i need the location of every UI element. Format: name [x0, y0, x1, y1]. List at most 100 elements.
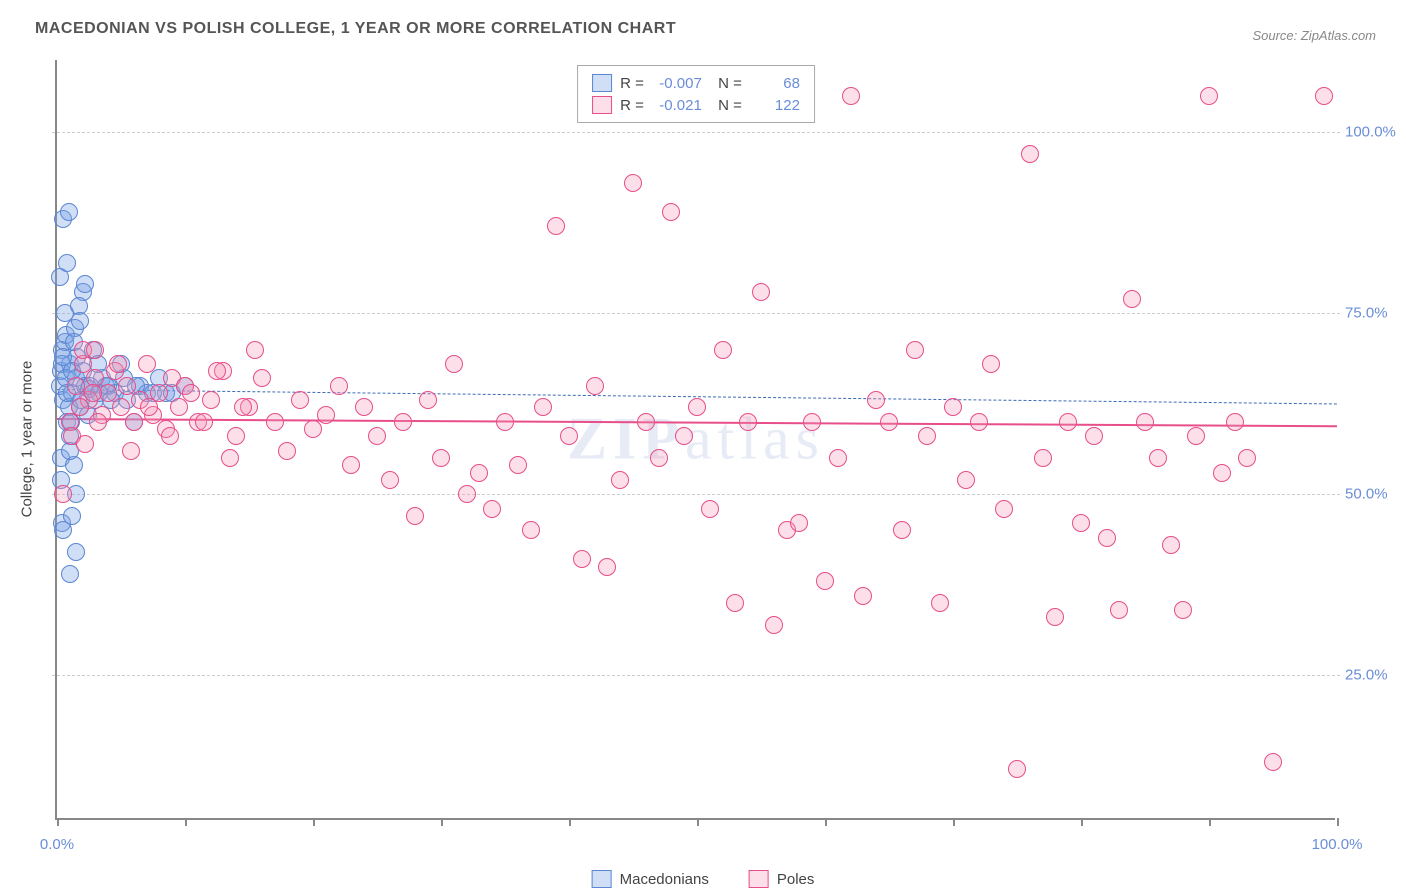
data-point: [161, 427, 179, 445]
data-point: [650, 449, 668, 467]
data-point: [368, 427, 386, 445]
data-point: [714, 341, 732, 359]
data-point: [1149, 449, 1167, 467]
data-point: [86, 341, 104, 359]
data-point: [202, 391, 220, 409]
data-point: [1213, 464, 1231, 482]
legend-swatch: [592, 870, 612, 888]
data-point: [419, 391, 437, 409]
data-point: [381, 471, 399, 489]
x-tick: [1081, 818, 1083, 826]
data-point: [112, 398, 130, 416]
data-point: [61, 565, 79, 583]
data-point: [1238, 449, 1256, 467]
data-point: [470, 464, 488, 482]
data-point: [1085, 427, 1103, 445]
data-point: [726, 594, 744, 612]
data-point: [765, 616, 783, 634]
data-point: [221, 449, 239, 467]
data-point: [291, 391, 309, 409]
data-point: [84, 384, 102, 402]
x-tick: [697, 818, 699, 826]
y-axis-label: College, 1 year or more: [19, 361, 36, 518]
data-point: [957, 471, 975, 489]
data-point: [560, 427, 578, 445]
data-point: [317, 406, 335, 424]
data-point: [394, 413, 412, 431]
y-tick-label: 25.0%: [1345, 667, 1405, 684]
x-tick: [57, 818, 59, 826]
legend-swatch: [749, 870, 769, 888]
data-point: [1136, 413, 1154, 431]
source-attribution: Source: ZipAtlas.com: [1252, 28, 1376, 43]
data-point: [118, 377, 136, 395]
data-point: [71, 398, 89, 416]
data-point: [637, 413, 655, 431]
data-point: [1072, 514, 1090, 532]
legend-row-macedonians: R = -0.007 N = 68: [592, 72, 800, 94]
data-point: [1200, 87, 1218, 105]
data-point: [195, 413, 213, 431]
data-point: [1008, 760, 1026, 778]
gridline: [52, 675, 1340, 676]
data-point: [76, 275, 94, 293]
data-point: [432, 449, 450, 467]
data-point: [1059, 413, 1077, 431]
data-point: [918, 427, 936, 445]
data-point: [509, 456, 527, 474]
data-point: [483, 500, 501, 518]
x-tick: [1209, 818, 1211, 826]
x-tick: [441, 818, 443, 826]
data-point: [125, 413, 143, 431]
data-point: [330, 377, 348, 395]
data-point: [278, 442, 296, 460]
data-point: [880, 413, 898, 431]
data-point: [67, 543, 85, 561]
legend-item-macedonians: Macedonians: [592, 870, 709, 888]
data-point: [1021, 145, 1039, 163]
data-point: [458, 485, 476, 503]
data-point: [1034, 449, 1052, 467]
x-tick: [185, 818, 187, 826]
gridline: [52, 132, 1340, 133]
x-tick-label: 100.0%: [1312, 836, 1363, 853]
data-point: [138, 355, 156, 373]
data-point: [58, 254, 76, 272]
data-point: [829, 449, 847, 467]
data-point: [867, 391, 885, 409]
data-point: [227, 427, 245, 445]
data-point: [342, 456, 360, 474]
data-point: [71, 312, 89, 330]
data-point: [253, 369, 271, 387]
data-point: [803, 413, 821, 431]
data-point: [355, 398, 373, 416]
data-point: [662, 203, 680, 221]
chart-title: MACEDONIAN VS POLISH COLLEGE, 1 YEAR OR …: [35, 20, 676, 38]
data-point: [982, 355, 1000, 373]
data-point: [266, 413, 284, 431]
data-point: [739, 413, 757, 431]
data-point: [1174, 601, 1192, 619]
data-point: [842, 87, 860, 105]
data-point: [598, 558, 616, 576]
data-point: [406, 507, 424, 525]
data-point: [854, 587, 872, 605]
data-point: [816, 572, 834, 590]
data-point: [109, 355, 127, 373]
data-point: [931, 594, 949, 612]
x-tick: [825, 818, 827, 826]
data-point: [1226, 413, 1244, 431]
data-point: [573, 550, 591, 568]
data-point: [67, 377, 85, 395]
data-point: [1264, 753, 1282, 771]
data-point: [893, 521, 911, 539]
data-point: [99, 384, 117, 402]
gridline: [52, 494, 1340, 495]
data-point: [1315, 87, 1333, 105]
data-point: [1123, 290, 1141, 308]
gridline: [52, 313, 1340, 314]
data-point: [586, 377, 604, 395]
data-point: [182, 384, 200, 402]
x-tick-label: 0.0%: [40, 836, 74, 853]
data-point: [970, 413, 988, 431]
